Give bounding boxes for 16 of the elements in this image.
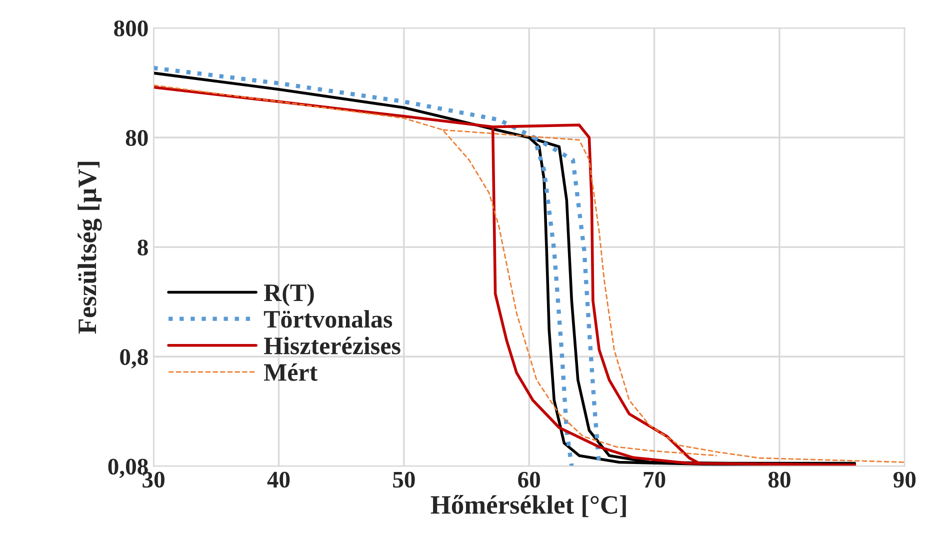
y-tick-label: 0,8 bbox=[120, 349, 148, 368]
x-tick-label: 40 bbox=[267, 472, 290, 488]
y-axis-title: Feszültség [µV] bbox=[78, 162, 102, 334]
legend-label: Mért bbox=[264, 363, 318, 381]
y-tick-label: 8 bbox=[138, 240, 148, 256]
y-tick-label: 800 bbox=[114, 20, 148, 36]
legend-label: Hiszterézises bbox=[264, 336, 400, 354]
x-tick-label: 70 bbox=[644, 472, 666, 488]
x-tick-label: 80 bbox=[768, 472, 790, 488]
x-tick-label: 60 bbox=[518, 472, 540, 488]
x-tick-label: 50 bbox=[393, 472, 415, 488]
y-tick-label: 80 bbox=[126, 130, 148, 146]
x-axis-title: Hőmérséklet [°C] bbox=[430, 494, 626, 518]
legend-label: R(T) bbox=[264, 284, 314, 306]
legend-label: Törtvonalas bbox=[264, 310, 392, 328]
x-tick-label: 90 bbox=[893, 472, 916, 488]
